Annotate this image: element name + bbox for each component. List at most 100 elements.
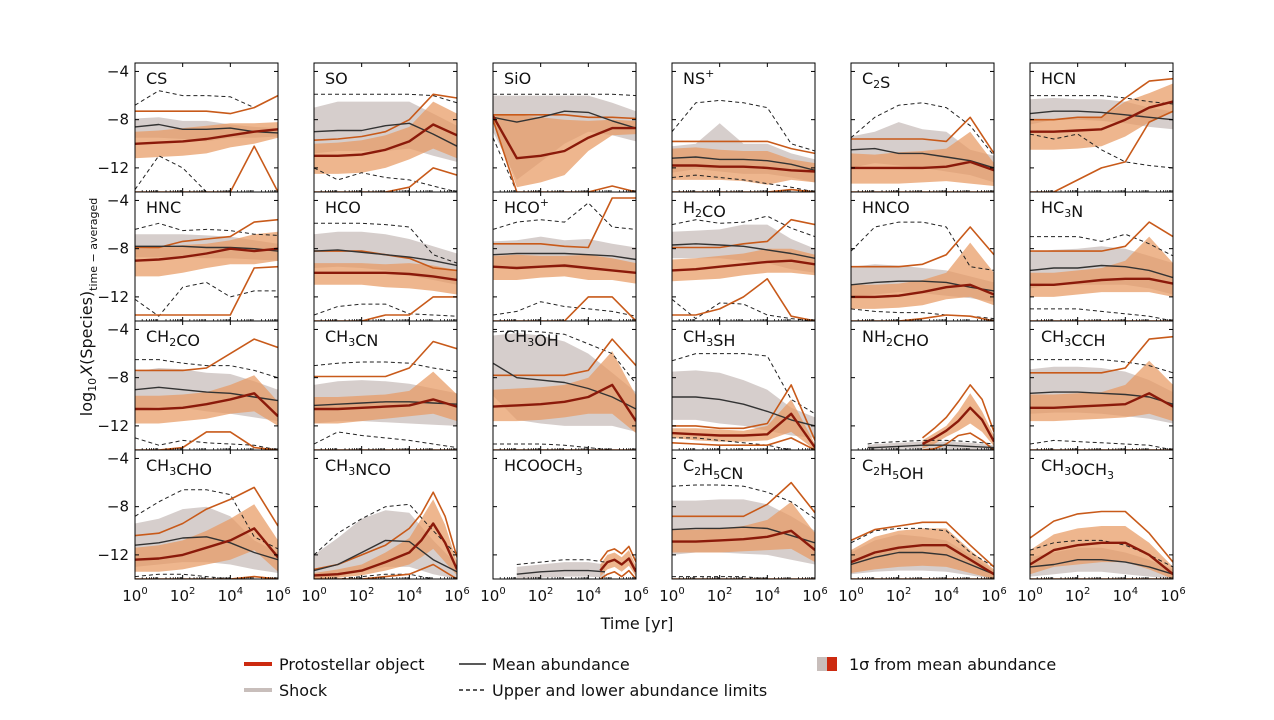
protostellar-upper-limit-line <box>1030 510 1173 563</box>
panel-title-ch3cch: CH3CCH <box>1041 327 1106 350</box>
x-tick-label: 106 <box>1160 586 1185 605</box>
x-tick-label: 100 <box>1017 586 1042 605</box>
panel-title-hc3n: HC3N <box>1041 198 1083 221</box>
protostellar-mean-line <box>851 283 994 299</box>
shock-mean-line <box>135 245 278 252</box>
protostellar-lower-limit-line <box>314 563 457 579</box>
shock-mean-line <box>516 569 606 575</box>
y-tick-label: −4 <box>107 191 129 209</box>
panel-hco: HCO+ <box>492 191 637 322</box>
panel-title-sio: SiO <box>504 69 531 88</box>
shock-lower-limit-line <box>314 573 457 579</box>
shock-mean-line <box>314 539 457 573</box>
shock-mean-line <box>1030 559 1173 575</box>
y-axis-label-log: log <box>77 392 96 416</box>
protostellar-sigma-band <box>314 263 457 295</box>
panel-title-c2h5cn: C2H5CN <box>683 456 743 483</box>
protostellar-lower-limit-line <box>135 431 278 450</box>
protostellar-mean-line <box>1030 100 1173 133</box>
shock-mean-line <box>314 401 457 407</box>
protostellar-upper-limit-line <box>314 491 457 571</box>
panel-plot-area <box>1030 335 1173 450</box>
shock-lower-limit-line <box>135 573 278 579</box>
panel-ch3cch: CH3CCH <box>1029 320 1174 451</box>
x-tick-label: 102 <box>170 586 195 605</box>
panel-title-ch3oh: CH3OH <box>504 327 559 350</box>
shock-mean-line <box>1030 391 1173 405</box>
shock-lower-limit-line <box>493 443 636 450</box>
panel-plot-area <box>314 93 457 192</box>
panel-title-ch3och3: CH3OCH3 <box>1041 456 1114 482</box>
protostellar-upper-limit-line <box>493 338 636 377</box>
panel-plot-area <box>1030 221 1173 321</box>
protostellar-upper-limit-line <box>851 521 994 568</box>
shock-mean-line <box>851 280 994 292</box>
shock-mean-line <box>135 536 278 561</box>
protostellar-sigma-band <box>135 504 278 572</box>
panel-title-hnco: HNCO <box>862 198 910 217</box>
legend-sigma-swatch-proto <box>827 657 837 671</box>
panel-plot-area <box>867 384 994 450</box>
shock-mean-line <box>1030 110 1173 121</box>
x-tick-label: 100 <box>659 586 684 605</box>
protostellar-mean-line <box>851 160 994 172</box>
protostellar-mean-line <box>314 398 457 411</box>
panel-frame <box>671 449 816 580</box>
shock-mean-line <box>672 396 815 427</box>
panel-title-cs: CS <box>146 69 167 88</box>
protostellar-upper-limit-line <box>135 486 278 537</box>
panel-sio: SiO <box>492 62 637 193</box>
shock-mean-line <box>672 526 815 544</box>
panel-title-hco: HCO <box>325 198 361 217</box>
shock-lower-limit-line <box>672 174 815 192</box>
y-axis-label: log10X(Species)time − averaged <box>77 198 100 417</box>
protostellar-mean-line <box>599 557 636 573</box>
x-tick-label: 104 <box>934 586 959 605</box>
panel-title-hnc: HNC <box>146 198 181 217</box>
shock-lower-limit-line <box>672 576 815 579</box>
panel-plot-area <box>672 99 815 192</box>
x-tick-label: 100 <box>122 586 147 605</box>
shock-upper-limit-line <box>867 439 994 445</box>
x-tick-label: 100 <box>480 586 505 605</box>
x-axis-label: Time [yr] <box>600 614 674 633</box>
y-tick-label: −8 <box>107 111 129 129</box>
y-tick-label: −8 <box>107 498 129 516</box>
panel-plot-area <box>851 221 994 321</box>
x-tick-label: 102 <box>886 586 911 605</box>
protostellar-lower-limit-line <box>672 188 815 192</box>
y-tick-label: −8 <box>107 369 129 387</box>
protostellar-lower-limit-line <box>135 575 278 579</box>
legend-limits-label: Upper and lower abundance limits <box>492 681 767 700</box>
shock-lower-limit-line <box>135 281 278 317</box>
panel-c2h5cn: 100 102 104 106 C2H5CN <box>659 449 828 605</box>
protostellar-mean-line <box>1030 277 1173 286</box>
shock-upper-limit-line <box>672 353 815 415</box>
protostellar-lower-limit-line <box>851 314 994 321</box>
panel-ch3nco: 100 102 104 106 CH3NCO <box>301 449 470 605</box>
x-tick-label: 106 <box>802 586 827 605</box>
protostellar-sigma-band <box>851 131 994 186</box>
shock-mean-line <box>672 156 815 171</box>
protostellar-lower-limit-line <box>672 277 815 321</box>
protostellar-mean-line <box>493 115 636 160</box>
x-tick-label: 104 <box>1113 586 1138 605</box>
panel-plot-area <box>314 222 457 321</box>
panel-title-h2co: H2CO <box>683 198 726 221</box>
panel-ch3cho: −4 −8 −12 100 102 104 106 CH3CHO <box>97 449 290 605</box>
panel-ch3cn: CH3CN <box>313 320 458 451</box>
panel-hcooch3: 100 102 104 106 HCOOCH3 <box>480 449 649 605</box>
panel-plot-area <box>516 545 636 579</box>
shock-upper-limit-line <box>314 222 457 264</box>
x-tick-label: 104 <box>218 586 243 605</box>
protostellar-mean-line <box>314 522 457 577</box>
panel-plot-area <box>672 481 815 579</box>
y-tick-label: −12 <box>97 159 129 177</box>
protostellar-lower-limit-line <box>493 296 636 321</box>
x-tick-label: 104 <box>576 586 601 605</box>
y-axis-label-suffix: time − averaged <box>87 198 100 291</box>
shock-lower-limit-line <box>135 437 278 450</box>
protostellar-lower-limit-line <box>922 432 994 450</box>
protostellar-lower-limit-line <box>599 569 636 579</box>
protostellar-mean-line <box>493 264 636 274</box>
